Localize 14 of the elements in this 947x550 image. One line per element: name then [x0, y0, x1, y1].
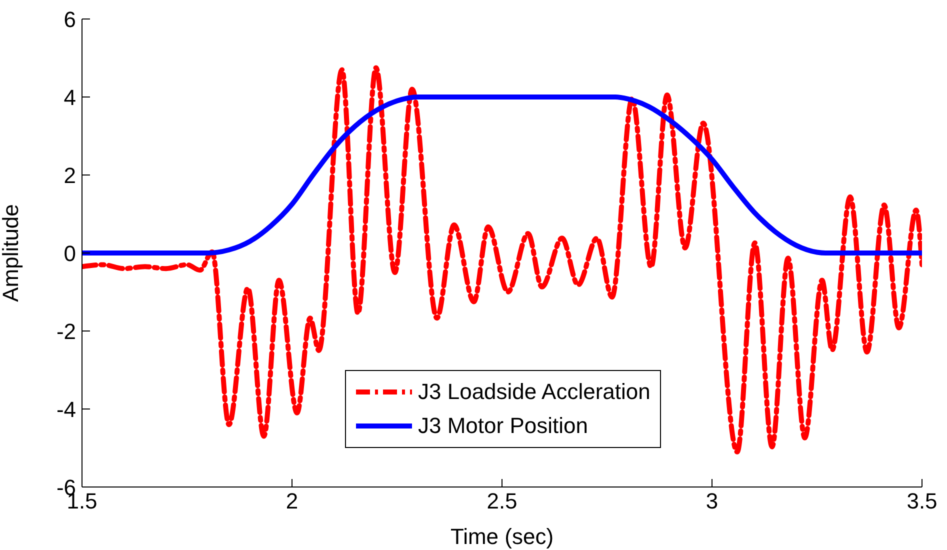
legend-label: J3 Motor Position — [418, 413, 588, 439]
y-axis-title: Amplitude — [0, 204, 23, 302]
x-tick-label: 2 — [286, 488, 298, 514]
x-tick-label: 3 — [706, 488, 718, 514]
y-tick-label: 2 — [64, 162, 76, 188]
y-tick-label: -2 — [56, 318, 76, 344]
legend-label: J3 Loadside Accleration — [418, 379, 650, 405]
y-tick-label: 4 — [64, 84, 76, 110]
y-tick-label: 6 — [64, 6, 76, 32]
x-axis-title: Time (sec) — [450, 524, 554, 549]
x-tick-label: 2.5 — [486, 488, 518, 514]
x-tick-label: 3.5 — [906, 488, 938, 514]
y-tick-label: -4 — [56, 396, 76, 422]
y-tick-label: 0 — [64, 240, 76, 266]
